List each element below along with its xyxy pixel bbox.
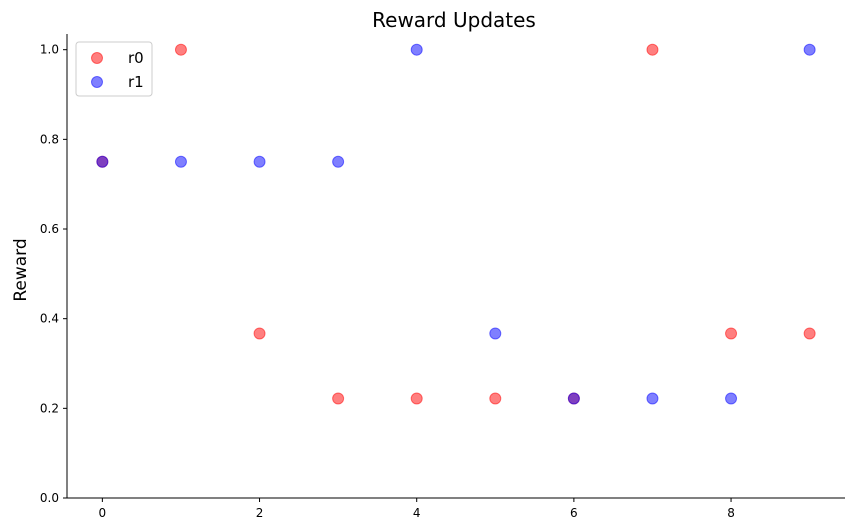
data-point-r1 xyxy=(567,392,580,405)
data-point-r0 xyxy=(489,392,502,405)
y-tick-label: 1.0 xyxy=(40,43,59,57)
data-point-r1 xyxy=(646,392,659,405)
legend-label-r0: r0 xyxy=(128,49,144,67)
x-tick-label: 6 xyxy=(570,506,578,520)
legend-label-r1: r1 xyxy=(128,73,144,91)
axes: 0.0 0.2 0.4 0.6 0.8 1.0 0 2 4 6 8 xyxy=(40,34,845,520)
legend-marker-r0 xyxy=(91,52,103,64)
y-tick-label: 0.2 xyxy=(40,401,59,415)
y-tick-label: 0.8 xyxy=(40,132,59,146)
data-point-r0 xyxy=(803,327,816,340)
x-tick-label: 4 xyxy=(413,506,421,520)
y-axis-label: Reward xyxy=(11,238,31,301)
data-point-r0 xyxy=(253,327,266,340)
data-point-r1 xyxy=(96,155,109,168)
data-points xyxy=(96,43,816,405)
data-point-r1 xyxy=(332,155,345,168)
data-point-r0 xyxy=(410,392,423,405)
data-point-r0 xyxy=(725,327,738,340)
x-tick-label: 0 xyxy=(99,506,107,520)
data-point-r1 xyxy=(803,43,816,56)
data-point-r1 xyxy=(725,392,738,405)
y-tick-label: 0.0 xyxy=(40,491,59,505)
data-point-r1 xyxy=(410,43,423,56)
x-tick-label: 8 xyxy=(727,506,735,520)
data-point-r1 xyxy=(489,327,502,340)
data-point-r0 xyxy=(646,43,659,56)
data-point-r0 xyxy=(332,392,345,405)
x-tick-label: 2 xyxy=(256,506,264,520)
data-point-r0 xyxy=(174,43,187,56)
data-point-r1 xyxy=(174,155,187,168)
data-point-r1 xyxy=(253,155,266,168)
y-tick-label: 0.4 xyxy=(40,312,59,326)
chart-title: Reward Updates xyxy=(372,8,536,32)
legend-marker-r1 xyxy=(91,76,103,88)
y-tick-label: 0.6 xyxy=(40,222,59,236)
